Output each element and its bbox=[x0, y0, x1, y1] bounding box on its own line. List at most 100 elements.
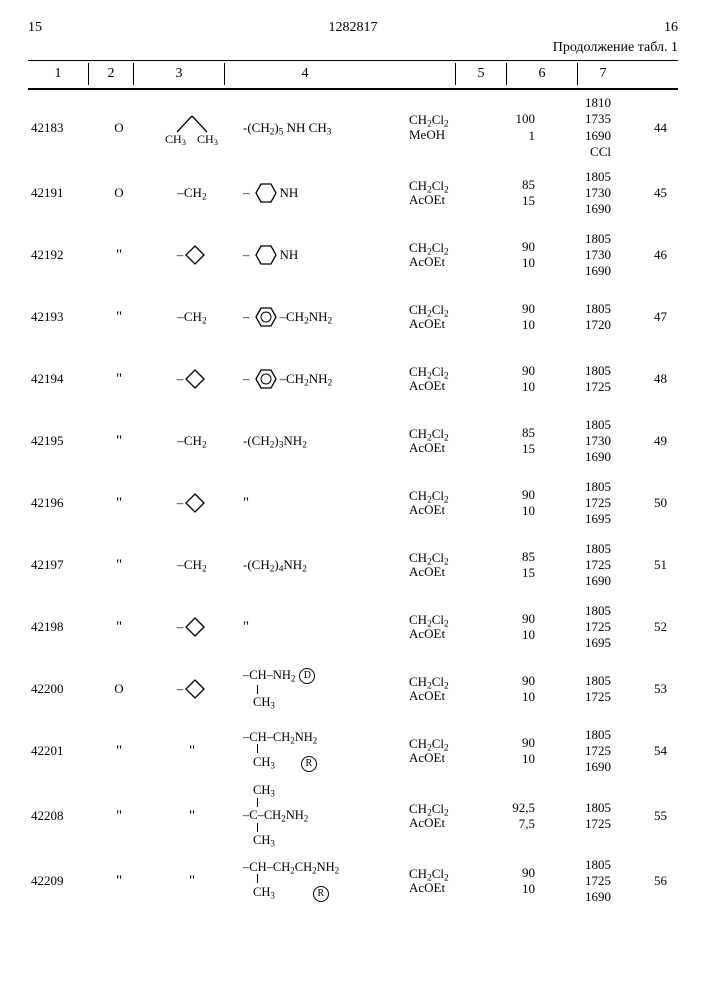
col-1: 1 bbox=[28, 63, 88, 85]
ir: 1735 bbox=[541, 111, 611, 127]
percents: 8515 bbox=[485, 177, 535, 210]
compound-id: 42194 bbox=[31, 371, 64, 386]
table-row: 42209"" –CH–CH2CH2NH2 CH3R CH2Cl2AcOEt90… bbox=[28, 850, 678, 912]
solvents: CH2Cl2AcOEt bbox=[409, 613, 479, 642]
solvent: AcOEt bbox=[409, 317, 479, 331]
continuation-label: Продолжение табл. 1 bbox=[28, 40, 678, 56]
page-right: 16 bbox=[664, 20, 678, 36]
ir: 1690 bbox=[541, 573, 611, 589]
percents: 9010 bbox=[485, 735, 535, 768]
col-7: 7 bbox=[577, 63, 628, 85]
col2-val: " bbox=[116, 808, 122, 824]
compound-id: 42198 bbox=[31, 619, 64, 634]
solvent: AcOEt bbox=[409, 441, 479, 455]
percent: 15 bbox=[485, 441, 535, 457]
example-no: 49 bbox=[654, 433, 667, 448]
percent: 85 bbox=[485, 425, 535, 441]
ir: 1725 bbox=[541, 557, 611, 573]
cyclobutyl-icon: – bbox=[177, 615, 208, 639]
formula: -(CH2)3NH2 bbox=[243, 433, 307, 448]
ir-values: 18051725 bbox=[541, 363, 611, 396]
percent: 10 bbox=[485, 751, 535, 767]
table-row: 42196" – "CH2Cl2AcOEt901018051725169550 bbox=[28, 472, 678, 534]
example-no: 52 bbox=[654, 619, 667, 634]
table-row: 42198" – "CH2Cl2AcOEt901018051725169552 bbox=[28, 596, 678, 658]
percent: 90 bbox=[485, 673, 535, 689]
compound-id: 42209 bbox=[31, 873, 64, 888]
col2-val: " bbox=[116, 309, 122, 325]
compound-id: 42191 bbox=[31, 185, 64, 200]
percents: 8515 bbox=[485, 425, 535, 458]
solvent: CH2Cl2 bbox=[409, 867, 479, 881]
cyclobutyl-icon: – bbox=[177, 243, 208, 267]
table-row: 42183О CH3 CH3 -(CH2)5 NH CH3CH2Cl2MeOH1… bbox=[28, 93, 678, 162]
percents: 9010 bbox=[485, 301, 535, 334]
ch-ch2nh2-r-icon: –CH–CH2NH2 CH3R bbox=[243, 731, 317, 772]
solvent: CH2Cl2 bbox=[409, 303, 479, 317]
solvents: CH2Cl2AcOEt bbox=[409, 737, 479, 766]
solvents: CH2Cl2AcOEt bbox=[409, 551, 479, 580]
benzylamine-icon: – –CH2NH2 bbox=[243, 304, 332, 330]
example-no: 44 bbox=[654, 120, 667, 135]
ir: 1690 bbox=[541, 759, 611, 775]
ir: 1805 bbox=[541, 169, 611, 185]
solvent: CH2Cl2 bbox=[409, 241, 479, 255]
solvent: CH2Cl2 bbox=[409, 737, 479, 751]
solvent: AcOEt bbox=[409, 503, 479, 517]
example-no: 54 bbox=[654, 743, 667, 758]
ir-values: 180517301690 bbox=[541, 169, 611, 218]
col2-val: " bbox=[116, 743, 122, 759]
solvent: AcOEt bbox=[409, 565, 479, 579]
solvents: CH2Cl2AcOEt bbox=[409, 675, 479, 704]
solvent: CH2Cl2 bbox=[409, 365, 479, 379]
percent: 10 bbox=[485, 317, 535, 333]
ir: 1690 bbox=[541, 201, 611, 217]
ir: 1730 bbox=[541, 433, 611, 449]
ir: 1725 bbox=[541, 743, 611, 759]
solvent: MeOH bbox=[409, 128, 479, 142]
solvent: CH2Cl2 bbox=[409, 675, 479, 689]
solvents: CH2Cl2AcOEt bbox=[409, 867, 479, 896]
solvent: AcOEt bbox=[409, 193, 479, 207]
solvent: CH2Cl2 bbox=[409, 802, 479, 816]
col2-val: О bbox=[114, 120, 123, 135]
ir-values: 180517251695 bbox=[541, 479, 611, 528]
ir-values: 180517251690 bbox=[541, 857, 611, 906]
ir: 1805 bbox=[541, 800, 611, 816]
percent: 90 bbox=[485, 611, 535, 627]
col-2: 2 bbox=[88, 63, 133, 85]
ir: 1690 bbox=[541, 128, 611, 144]
percent: 10 bbox=[485, 255, 535, 271]
solvents: CH2Cl2AcOEt bbox=[409, 427, 479, 456]
example-no: 46 bbox=[654, 247, 667, 262]
ir-values: 180517251690 bbox=[541, 727, 611, 776]
ir: 1805 bbox=[541, 363, 611, 379]
ir: 1695 bbox=[541, 511, 611, 527]
cyclobutyl-icon: – bbox=[177, 367, 208, 391]
compound-id: 42193 bbox=[31, 309, 64, 324]
piperidine-icon: – NH bbox=[243, 180, 298, 206]
compound-id: 42197 bbox=[31, 557, 64, 572]
ir: 1725 bbox=[541, 619, 611, 635]
ir: 1725 bbox=[541, 689, 611, 705]
ch2-label: –CH2 bbox=[177, 557, 206, 572]
col2-val: " bbox=[116, 557, 122, 573]
ir: 1805 bbox=[541, 479, 611, 495]
percent: 10 bbox=[485, 503, 535, 519]
col2-val: " bbox=[116, 371, 122, 387]
col2-val: " bbox=[116, 619, 122, 635]
solvents: CH2Cl2AcOEt bbox=[409, 241, 479, 270]
ch-nh2-d-icon: –CH–NH2D CH3 bbox=[243, 668, 315, 709]
solvent: CH2Cl2 bbox=[409, 489, 479, 503]
col2-val: О bbox=[114, 185, 123, 200]
example-no: 45 bbox=[654, 185, 667, 200]
percents: 9010 bbox=[485, 487, 535, 520]
patent-page: 15 1282817 16 Продолжение табл. 1 1 2 3 … bbox=[28, 20, 678, 912]
ir: 1805 bbox=[541, 857, 611, 873]
ditto: " bbox=[189, 743, 195, 759]
percents: 9010 bbox=[485, 363, 535, 396]
compound-id: 42201 bbox=[31, 743, 64, 758]
ir: 1725 bbox=[541, 495, 611, 511]
ir: 1725 bbox=[541, 873, 611, 889]
percent: 15 bbox=[485, 193, 535, 209]
